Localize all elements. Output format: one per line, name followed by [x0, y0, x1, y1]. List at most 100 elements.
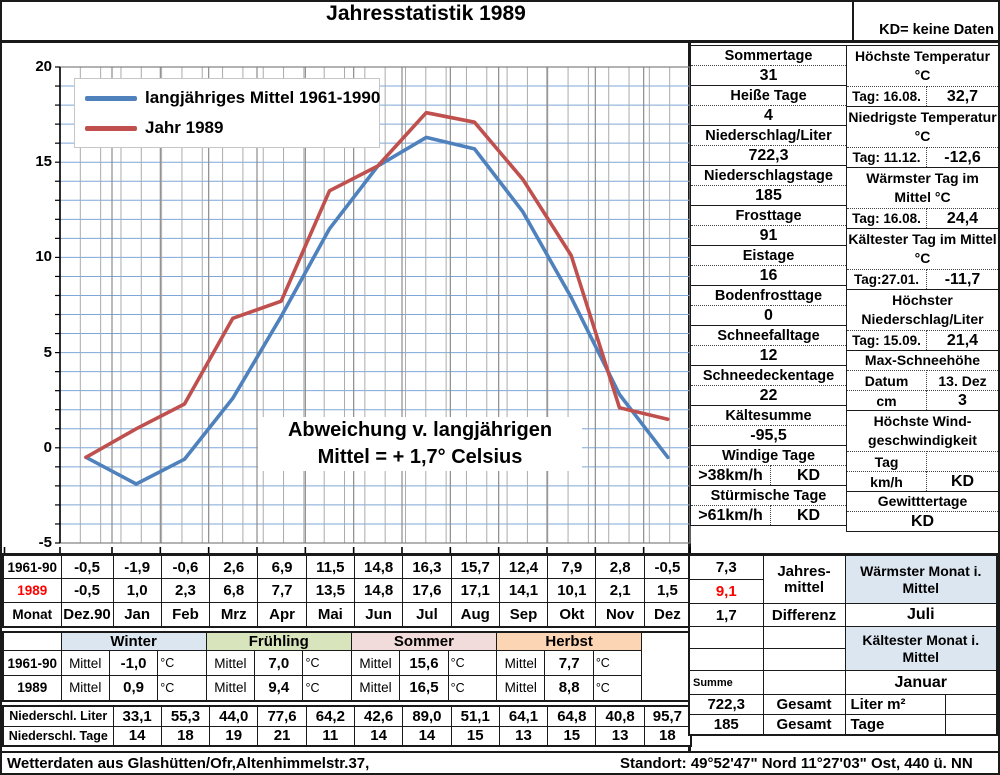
stat-value: KD	[926, 471, 998, 492]
stat-value: -12,6	[926, 147, 998, 168]
coldest-month: Januar	[844, 670, 998, 695]
mean-temp-cell: 12,4	[498, 554, 549, 579]
month-cell: Sep	[498, 602, 549, 627]
stat-label: Kältesumme	[690, 405, 847, 426]
year-temp-cell: -0,5	[60, 578, 114, 603]
stat-value: 24,4	[926, 208, 998, 229]
season-name-cell: Sommer	[350, 631, 498, 651]
legend-label: langjähriges Mittel 1961-1990	[145, 88, 381, 107]
warmest-month-label: Wärmster Monat i. Mittel	[844, 554, 998, 604]
y-tick-label: 10	[35, 248, 52, 266]
precip-cell: 64,2	[305, 705, 355, 727]
spacer-cell	[641, 650, 691, 676]
stat-key: cm	[846, 390, 927, 411]
stat-label: Höchste Temperatur °C	[854, 48, 991, 83]
stat-threshold: >61km/h	[690, 505, 771, 526]
precip-cell: 19	[209, 725, 259, 747]
footer-location: Standort: 49°52'47" Nord 11°27'03" Ost, …	[620, 755, 973, 772]
y-tick-label: 20	[35, 58, 52, 75]
warmest-month: Juli	[844, 603, 998, 627]
empty-cell	[762, 670, 846, 695]
stat-date: Tag: 11.12.	[846, 147, 927, 168]
season-name-cell: Frühling	[205, 631, 352, 651]
empty-cell	[762, 648, 846, 671]
stat-value: 21,4	[926, 330, 998, 351]
stat-label: Kältester Tag im Mittel °C	[846, 228, 998, 270]
raindays-total: 185	[688, 714, 764, 735]
stat-value: 3	[926, 390, 998, 411]
season-name-cell: Winter	[60, 631, 207, 651]
stat-key: Datum	[846, 370, 927, 391]
chart-legend: langjähriges Mittel 1961-1990 Jahr 1989	[74, 78, 380, 148]
precip-cell: 13	[595, 725, 645, 747]
stat-value: 12	[690, 345, 847, 366]
raindays-unit: Tage	[844, 714, 946, 735]
raindays-total-label: Gesamt	[762, 714, 846, 735]
stat-label: Eistage	[690, 245, 847, 266]
unit-cell: °C	[447, 650, 498, 676]
mean-temp-cell: 11,5	[305, 554, 355, 579]
month-cell: Jul	[402, 602, 452, 627]
season-mean-cell: 8,8	[544, 675, 594, 701]
year-temp-cell: 2,3	[160, 578, 211, 603]
unit-cell: °C	[302, 675, 352, 701]
mean-temp-cell: -0,5	[60, 554, 114, 579]
row-mean-1961-90: 1961-90 -0,5 -1,9 -0,6 2,6 6,9 11,5 14,8 16,3 15,…	[2, 554, 692, 579]
stat-label: Max-Schneehöhe	[846, 350, 998, 371]
row-label: 1961-90	[2, 650, 62, 676]
statistics-table-left: Sommertage 31 Heiße Tage 4 Niederschlag/…	[690, 45, 847, 526]
stat-label: Stürmische Tage	[690, 485, 847, 506]
annual-mean-label: Jahres-mittel	[762, 554, 846, 604]
month-cell: Dez	[643, 602, 692, 627]
precip-cell: 95,7	[643, 705, 692, 727]
precip-cell: 64,8	[547, 705, 597, 727]
year-temp-cell: 2,1	[595, 578, 645, 603]
annual-mean-1989: 9,1	[688, 579, 764, 604]
mean-temp-cell: 6,9	[257, 554, 307, 579]
y-tick-label: 15	[35, 153, 52, 171]
row-label: Niederschl. Tage	[2, 725, 114, 747]
month-cell: Apr	[257, 602, 307, 627]
legend-line-sample-red	[85, 125, 137, 131]
stat-value: 22	[690, 385, 847, 406]
year-temp-cell: 14,8	[353, 578, 404, 603]
row-label: Niederschl. Liter	[2, 705, 114, 727]
precip-cell: 15	[547, 725, 597, 747]
row-months: Monat Dez.90 Jan Feb Mrz Apr Mai Jun Jul Aug Sep Ok…	[2, 602, 692, 627]
row-label: 1989	[2, 578, 62, 603]
page-title: Jahresstatistik 1989	[326, 2, 526, 25]
season-mean-cell: 16,5	[399, 675, 449, 701]
row-year-1989: 1989 -0,5 1,0 2,3 6,8 7,7 13,5 14,8 17,6 17,1 14,1…	[2, 578, 692, 603]
mittel-cell: Mittel	[60, 675, 110, 701]
summe-label: Summe	[688, 670, 764, 695]
empty-cell	[944, 694, 998, 715]
stat-label: Niederschlagstage	[690, 165, 847, 186]
mean-temp-cell: 14,8	[353, 554, 404, 579]
season-mean-cell: 15,6	[399, 650, 449, 676]
kd-legend-note: KD= keine Daten	[852, 2, 998, 40]
row-precip-liters: Niederschl. Liter 33,1 55,3 44,0 77,6 64,2 42,…	[2, 705, 692, 727]
mean-temp-cell: -0,5	[643, 554, 692, 579]
stat-label: Niedrigste Temperatur °C	[846, 106, 998, 148]
coldest-month-label: Kältester Monat i. Mittel	[844, 626, 998, 671]
mean-temp-cell: 15,7	[450, 554, 500, 579]
y-tick-label: -5	[38, 534, 52, 551]
precip-cell: 13	[498, 725, 549, 747]
month-cell: Mai	[305, 602, 355, 627]
empty-cell	[688, 648, 764, 671]
stat-value: 16	[690, 265, 847, 286]
precip-cell: 14	[353, 725, 404, 747]
stat-label: Schneefalltage	[690, 325, 847, 346]
mean-temp-cell: 16,3	[402, 554, 452, 579]
annotation-line-1: Abweichung v. langjährigen	[287, 419, 553, 441]
mittel-cell: Mittel	[350, 650, 401, 676]
month-cell: Nov	[595, 602, 645, 627]
month-cell: Jan	[112, 602, 162, 627]
stat-value: 13. Dez	[926, 370, 998, 391]
season-mean-cell: 0,9	[108, 675, 159, 701]
year-temp-cell: 17,1	[450, 578, 500, 603]
precip-cell: 44,0	[209, 705, 259, 727]
monthly-means-table: 1961-90 -0,5 -1,9 -0,6 2,6 6,9 11,5 14,8 16,3 15,…	[2, 553, 692, 628]
precipitation-table: Niederschl. Liter 33,1 55,3 44,0 77,6 64,2 42,…	[2, 705, 692, 747]
